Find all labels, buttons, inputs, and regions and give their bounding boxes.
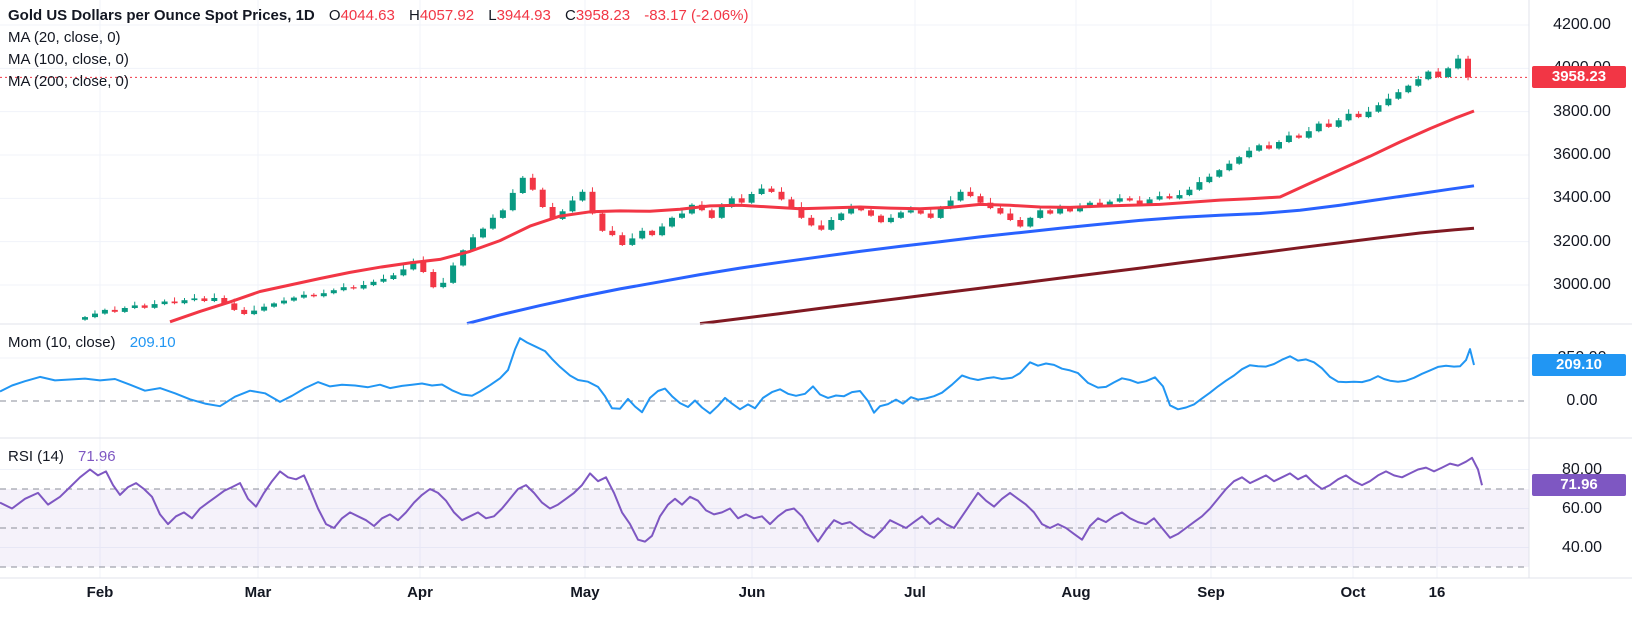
legend: Gold US Dollars per Ounce Spot Prices, 1… — [8, 5, 748, 93]
price-tick-label: 3800.00 — [1553, 102, 1611, 120]
ohlc-high-label: H — [409, 7, 420, 24]
last-price-badge: 3958.23 — [1532, 66, 1626, 89]
rsi-value: 71.96 — [78, 448, 116, 465]
ma100-legend[interactable]: MA (100, close, 0) — [8, 51, 129, 68]
price-tick-label: 3600.00 — [1553, 146, 1611, 163]
time-tick-label: Sep — [1197, 584, 1225, 601]
rsi-value-badge: 71.96 — [1532, 474, 1626, 497]
price-tick-label: 3400.00 — [1553, 189, 1611, 207]
time-tick-label: Aug — [1061, 584, 1091, 601]
chart-title: Gold US Dollars per Ounce Spot Prices, 1… — [8, 7, 315, 24]
time-tick-label: 16 — [1428, 584, 1446, 601]
momentum-value: 209.10 — [129, 334, 176, 351]
momentum-tick-label: 0.00 — [1566, 392, 1598, 409]
rsi-tick-label: 80.00 — [1561, 460, 1603, 478]
momentum-value-badge: 209.10 — [1532, 354, 1626, 377]
ma200-line — [699, 226, 1475, 326]
change-value: -83.17 (-2.06%) — [644, 7, 749, 24]
ma100-line — [466, 184, 1475, 326]
time-tick-label: Feb — [86, 584, 114, 601]
rsi-tick-label: 40.00 — [1561, 538, 1603, 556]
ohlc-low-label: L — [488, 7, 497, 24]
ohlc-close-value: 3958.23 — [575, 7, 631, 24]
time-tick-label: Jun — [738, 584, 766, 601]
rsi-legend[interactable]: RSI (14) 71.96 — [8, 448, 116, 465]
ma20-line — [169, 109, 1475, 324]
momentum-label: Mom (10, close) — [8, 334, 116, 351]
time-tick-label: Jul — [904, 584, 926, 601]
ohlc-open-value: 4044.63 — [340, 7, 395, 24]
candlestick-series[interactable] — [82, 54, 1471, 321]
ohlc-open-label: O — [328, 7, 341, 24]
momentum-line — [0, 337, 1475, 415]
momentum-legend[interactable]: Mom (10, close) 209.10 — [8, 334, 176, 351]
rsi-label: RSI (14) — [8, 448, 64, 465]
time-tick-label: Oct — [1340, 584, 1366, 601]
ohlc-close-label: C — [565, 7, 576, 24]
ohlc-low-value: 3944.93 — [496, 7, 551, 24]
rsi-line — [0, 456, 1483, 543]
ma200-legend[interactable]: MA (200, close, 0) — [8, 73, 129, 90]
rsi-tick-label: 60.00 — [1561, 499, 1603, 517]
time-tick-label: May — [570, 584, 600, 601]
ma20-legend[interactable]: MA (20, close, 0) — [8, 29, 121, 46]
time-tick-label: Mar — [244, 584, 272, 601]
price-tick-label: 3200.00 — [1553, 232, 1611, 250]
time-tick-label: Apr — [407, 584, 433, 601]
symbol-title-row: Gold US Dollars per Ounce Spot Prices, 1… — [8, 5, 748, 27]
price-tick-label: 3000.00 — [1553, 276, 1611, 293]
ohlc-high-value: 4057.92 — [419, 7, 475, 24]
price-tick-label: 4200.00 — [1553, 16, 1611, 33]
